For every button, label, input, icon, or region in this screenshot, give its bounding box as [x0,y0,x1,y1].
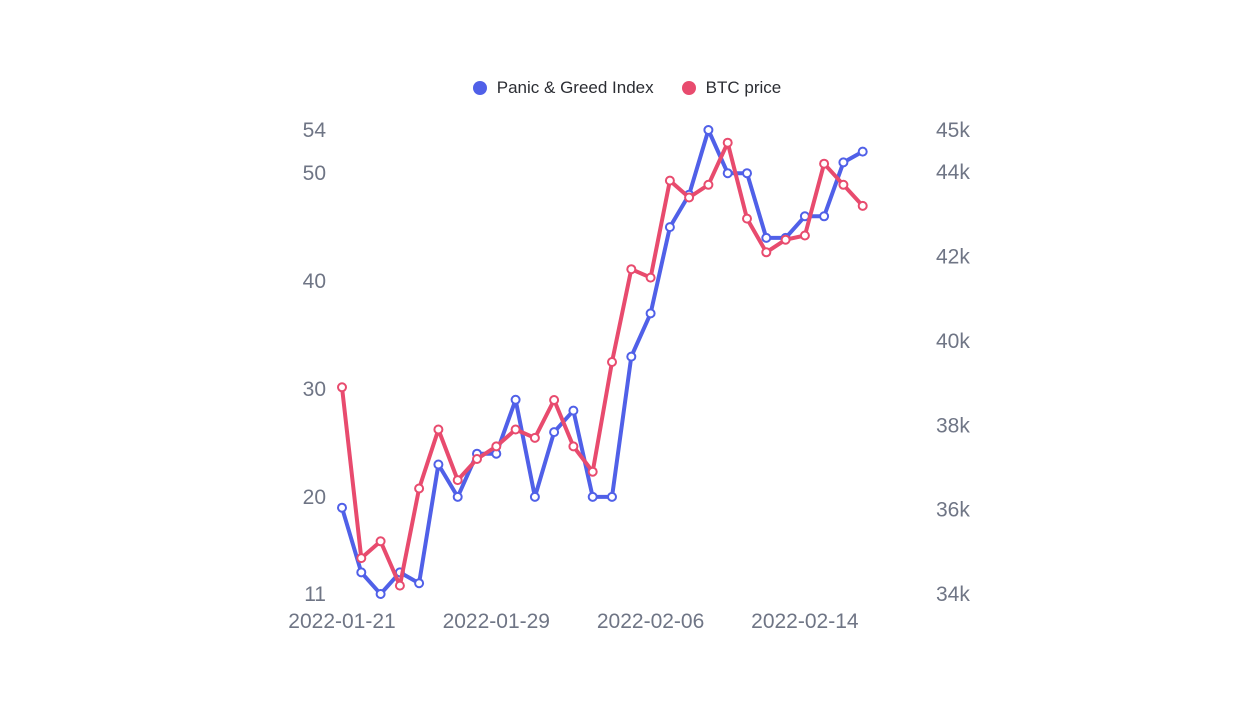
data-point-btc-price[interactable] [742,213,752,224]
right-axis-tick-label: 38k [936,414,970,437]
data-point-panic-greed[interactable] [433,459,444,470]
data-point-btc-price[interactable] [452,475,463,486]
data-point-btc-price[interactable] [607,357,617,367]
left-axis-tick-label: 50 [303,162,326,185]
right-axis-tick-label: 34k [936,583,970,606]
right-axis-tick-label: 44k [936,161,970,184]
data-point-panic-greed[interactable] [722,168,733,179]
data-point-panic-greed[interactable] [414,578,425,589]
data-point-btc-price[interactable] [761,247,772,258]
data-point-panic-greed[interactable] [761,232,772,243]
legend-dot-btc-price [681,81,696,95]
data-point-btc-price[interactable] [780,234,791,245]
data-point-btc-price[interactable] [799,230,810,241]
data-point-btc-price[interactable] [394,580,405,591]
data-point-btc-price[interactable] [684,192,695,203]
data-point-btc-price[interactable] [510,424,521,435]
legend-label-panic-greed: Panic & Greed Index [496,78,654,97]
data-point-panic-greed[interactable] [510,394,521,405]
series-line-panic-greed [340,128,865,596]
left-axis-tick-label: 11 [304,583,326,606]
data-point-panic-greed[interactable] [645,308,656,319]
data-point-panic-greed[interactable] [838,157,849,168]
data-point-btc-price[interactable] [568,441,579,452]
left-axis-tick-label: 20 [303,486,326,509]
data-point-panic-greed[interactable] [742,168,752,179]
data-point-panic-greed[interactable] [664,222,675,233]
legend-item-panic-greed[interactable]: Panic & Greed Index [472,78,654,98]
left-axis-tick-label: 40 [303,270,326,293]
data-point-btc-price[interactable] [664,175,675,186]
data-point-panic-greed[interactable] [703,125,714,135]
data-point-btc-price[interactable] [857,200,868,211]
data-point-panic-greed[interactable] [568,405,579,416]
data-point-btc-price[interactable] [819,158,830,169]
data-point-panic-greed[interactable] [356,567,367,578]
data-point-btc-price[interactable] [433,424,444,435]
data-point-btc-price[interactable] [337,382,347,393]
data-point-panic-greed[interactable] [587,491,598,502]
x-axis: 2022-01-21 2022-01-29 2022-02-06 2022-02-14 [288,610,859,633]
data-point-panic-greed[interactable] [549,427,560,438]
data-point-btc-price[interactable] [645,272,656,283]
chart-legend: Panic & Greed Index BTC price [0,78,1254,98]
data-point-btc-price[interactable] [703,179,714,190]
data-point-panic-greed[interactable] [337,502,347,513]
data-point-btc-price[interactable] [626,264,637,275]
data-point-panic-greed[interactable] [607,491,617,502]
left-axis-tick-label: 30 [303,378,326,401]
data-point-btc-price[interactable] [722,137,733,148]
data-point-btc-price[interactable] [529,432,540,443]
x-axis-tick-label: 2022-02-14 [751,610,859,633]
legend-item-btc-price[interactable]: BTC price [681,78,782,98]
x-axis-tick-label: 2022-01-29 [443,610,550,633]
right-axis-tick-label: 36k [936,499,970,522]
legend-dot-panic-greed [472,81,487,95]
data-point-panic-greed[interactable] [819,211,830,222]
right-y-axis: 34k 36k 38k 40k 42k 44k 45k [936,119,970,606]
series-line-btc-price [340,140,865,588]
data-point-panic-greed[interactable] [529,491,540,502]
series-btc-price [337,137,868,591]
data-point-panic-greed[interactable] [626,351,637,362]
left-y-axis: 11 20 30 40 50 54 [303,119,327,606]
right-axis-tick-label: 42k [936,246,970,269]
legend-label-btc-price: BTC price [705,78,782,97]
data-point-panic-greed[interactable] [857,146,868,157]
data-point-btc-price[interactable] [472,454,482,464]
right-axis-tick-label: 45k [936,119,970,142]
x-axis-tick-label: 2022-01-21 [288,610,395,633]
left-axis-tick-label: 54 [303,119,327,142]
x-axis-tick-label: 2022-02-06 [597,610,704,633]
data-point-btc-price[interactable] [356,553,367,564]
data-point-btc-price[interactable] [491,441,502,452]
data-point-btc-price[interactable] [414,483,425,494]
data-point-btc-price[interactable] [838,179,849,190]
data-point-btc-price[interactable] [549,395,560,405]
data-point-panic-greed[interactable] [452,491,463,502]
data-point-btc-price[interactable] [375,536,386,547]
data-point-btc-price[interactable] [587,466,598,477]
series-layer [337,125,868,599]
series-panic-greed [337,125,868,599]
data-point-panic-greed[interactable] [375,589,386,599]
right-axis-tick-label: 40k [936,330,970,353]
